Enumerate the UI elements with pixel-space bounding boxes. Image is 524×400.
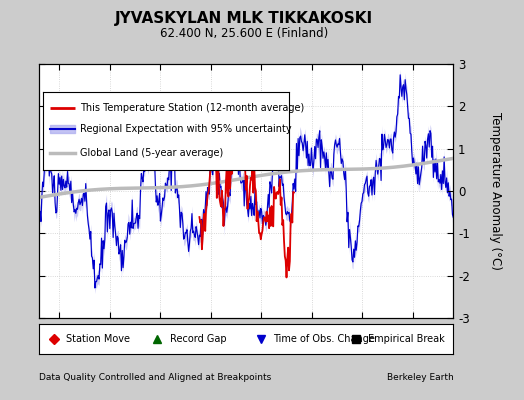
Text: Global Land (5-year average): Global Land (5-year average) [80, 148, 223, 158]
Text: Berkeley Earth: Berkeley Earth [387, 374, 453, 382]
Text: JYVASKYLAN MLK TIKKAKOSKI: JYVASKYLAN MLK TIKKAKOSKI [115, 10, 373, 26]
Text: Time of Obs. Change: Time of Obs. Change [273, 334, 375, 344]
Text: 62.400 N, 25.600 E (Finland): 62.400 N, 25.600 E (Finland) [159, 28, 328, 40]
Text: This Temperature Station (12-month average): This Temperature Station (12-month avera… [80, 103, 304, 113]
Text: Record Gap: Record Gap [170, 334, 226, 344]
Text: Data Quality Controlled and Aligned at Breakpoints: Data Quality Controlled and Aligned at B… [39, 374, 271, 382]
Y-axis label: Temperature Anomaly (°C): Temperature Anomaly (°C) [489, 112, 503, 270]
Text: Station Move: Station Move [66, 334, 130, 344]
Text: Regional Expectation with 95% uncertainty: Regional Expectation with 95% uncertaint… [80, 124, 291, 134]
Text: Empirical Break: Empirical Break [368, 334, 445, 344]
